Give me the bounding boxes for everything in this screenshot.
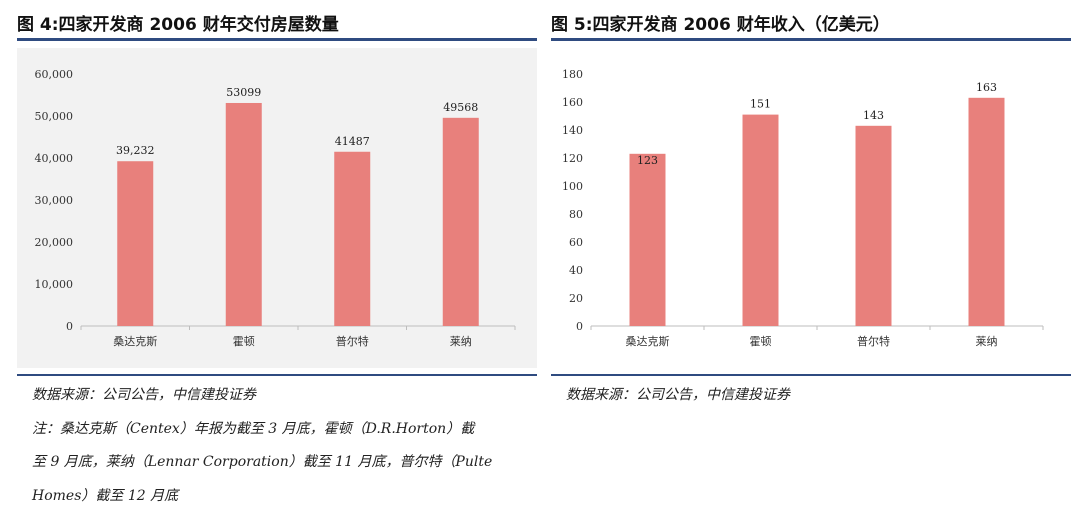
- figure-4-bottom-rule: [17, 374, 537, 376]
- figure-4-note-line-1: 注：桑达克斯（Centex）年报为截至 3 月底，霍顿（D.R.Horton）截: [32, 421, 475, 437]
- figure-4-y-tick-label: 30,000: [35, 194, 74, 207]
- figure-5-category-label: 莱纳: [976, 335, 998, 348]
- figure-5-title: 图 5:四家开发商 2006 财年收入（亿美元）: [551, 15, 890, 35]
- figure-4-data-label: 41487: [335, 135, 370, 148]
- figure-5-data-label: 151: [750, 98, 771, 111]
- figure-4-y-tick-label: 10,000: [35, 278, 74, 291]
- figure-5-y-tick-label: 0: [576, 320, 583, 333]
- figure-4-title: 图 4:四家开发商 2006 财年交付房屋数量: [17, 15, 339, 35]
- figure-4-y-tick-label: 50,000: [35, 110, 74, 123]
- figure-4-bar: [117, 161, 154, 326]
- figure-4-bar-chart: 0 10,000 20,000 30,000 40,000 50,000 60,000 39,…: [35, 68, 516, 348]
- figure-5-bar: [855, 125, 892, 326]
- figure-5-category-label: 普尔特: [857, 334, 890, 348]
- figure-5-y-tick-label: 180: [562, 68, 583, 81]
- figure-5-y-tick-label: 60: [569, 236, 583, 249]
- figure-5-data-label: 163: [976, 81, 997, 94]
- figure-5-panel: 图 5:四家开发商 2006 财年收入（亿美元） 0 20 40 60 80 100 120…: [551, 0, 1071, 513]
- figure-5-y-tick-label: 80: [569, 208, 583, 221]
- figure-4-y-tick-label: 60,000: [35, 68, 74, 81]
- figure-5-source: 数据来源：公司公告，中信建投证券: [566, 387, 790, 403]
- figure-5-bar: [968, 97, 1005, 326]
- figure-4-data-label: 49568: [443, 101, 478, 114]
- figure-5-y-tick-label: 40: [569, 264, 583, 277]
- figure-4-y-tick-label: 20,000: [35, 236, 74, 249]
- figure-5-y-tick-label: 160: [562, 96, 583, 109]
- figure-5-y-tick-label: 100: [562, 180, 583, 193]
- figure-4-bar: [334, 151, 371, 326]
- figure-5-category-label: 霍顿: [750, 334, 772, 348]
- figure-4-category-label: 莱纳: [450, 335, 472, 348]
- figure-4-bar: [442, 117, 479, 327]
- figure-4-note-line-2: 至 9 月底，莱纳（Lennar Corporation）截至 11 月底，普尔…: [32, 454, 493, 470]
- figure-4-note-line-3: Homes）截至 12 月底: [32, 488, 179, 504]
- figure-4-source: 数据来源：公司公告，中信建投证券: [32, 387, 256, 403]
- figure-5-y-tick-label: 20: [569, 292, 583, 305]
- figure-4-category-label: 霍顿: [233, 334, 255, 348]
- figure-4-panel: 图 4:四家开发商 2006 财年交付房屋数量 0 10,000 20,000 30,…: [17, 0, 537, 513]
- figure-5-bar-chart: 0 20 40 60 80 100 120 140 160 180 123 桑达克斯 151 霍顿 143 普…: [562, 68, 1044, 348]
- figure-5-category-label: 桑达克斯: [626, 335, 670, 348]
- figure-4-category-label: 桑达克斯: [113, 335, 157, 348]
- figure-5-data-label: 123: [637, 154, 658, 167]
- figure-5-bar: [629, 153, 666, 326]
- figure-5-top-rule: [551, 38, 1071, 41]
- figure-4-bar: [225, 102, 262, 327]
- figure-5-data-label: 143: [863, 109, 884, 122]
- figure-4-data-label: 39,232: [116, 144, 155, 157]
- figure-4-y-tick-label: 40,000: [35, 152, 74, 165]
- figure-5-y-tick-label: 140: [562, 124, 583, 137]
- figure-5-bar: [742, 114, 779, 326]
- figure-4-top-rule: [17, 38, 537, 41]
- figure-4-y-tick-label: 0: [66, 320, 73, 333]
- figure-4-category-label: 普尔特: [336, 334, 369, 348]
- figure-5-bottom-rule: [551, 374, 1071, 376]
- figure-5-y-tick-label: 120: [562, 152, 583, 165]
- figure-4-data-label: 53099: [226, 86, 261, 99]
